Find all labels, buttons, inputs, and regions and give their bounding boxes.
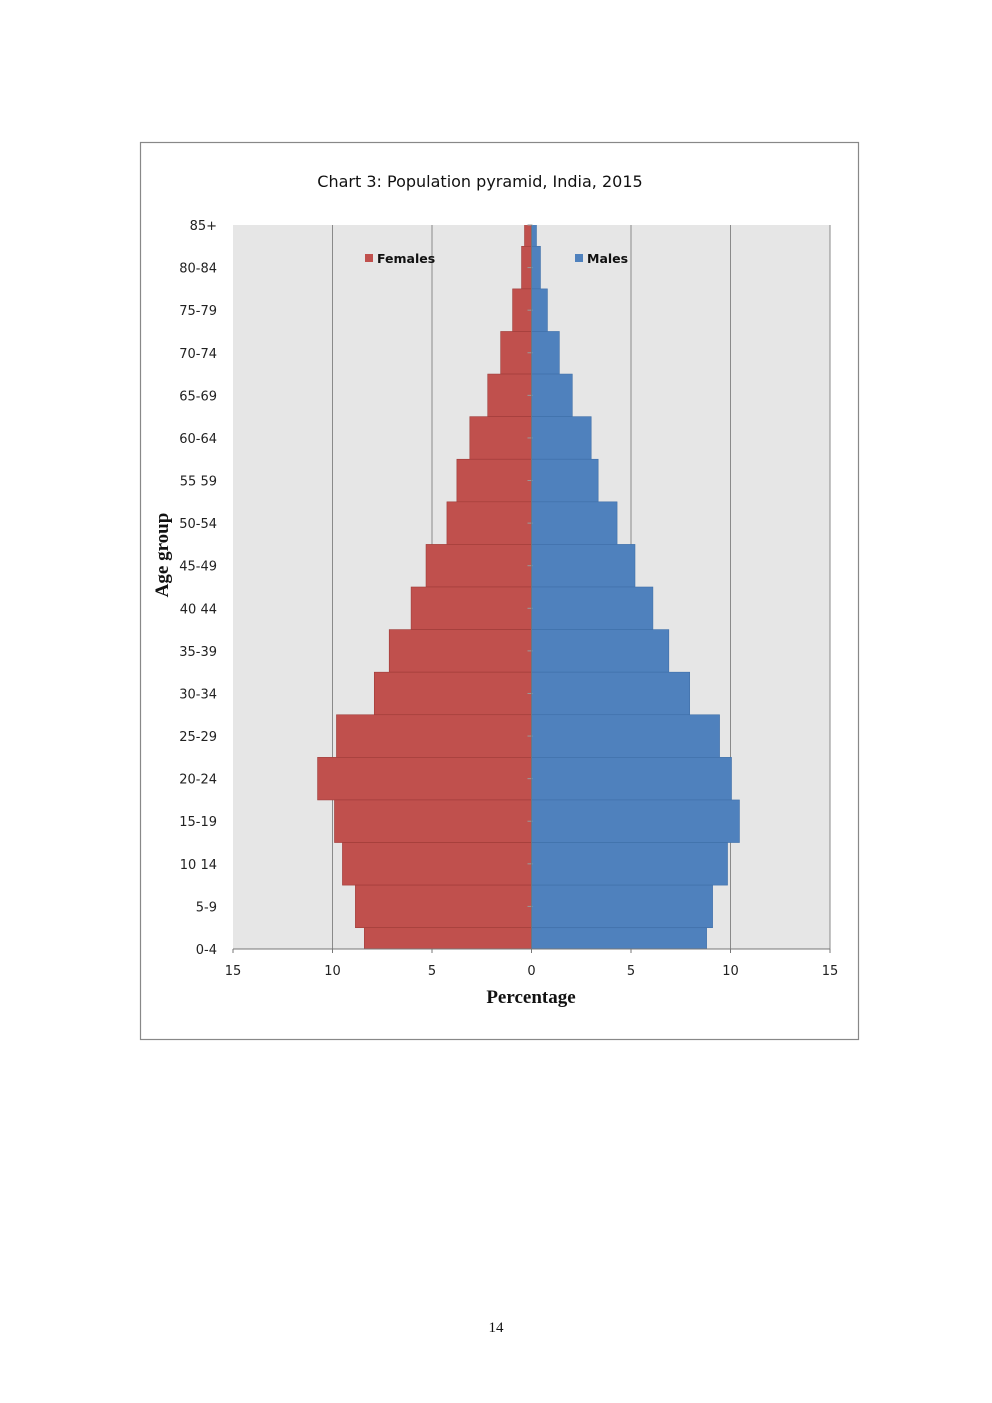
x-tick-label: 15 xyxy=(822,964,839,979)
plot-area: 85+ 80-84 75-79 70-74 65-69 60-64 55 59 50-54 45… xyxy=(179,219,839,979)
x-tick-label: 10 xyxy=(324,964,341,979)
male-bar-15-19 xyxy=(531,799,740,843)
x-tick-label: 5 xyxy=(428,964,436,979)
male-bar-10-14 xyxy=(531,842,728,886)
y-tick-label: 65-69 xyxy=(179,389,217,404)
x-tick-label: 0 xyxy=(527,964,535,979)
male-bar-55-59 xyxy=(531,458,599,503)
female-bar-10-14 xyxy=(342,842,532,886)
y-tick-label: 10 14 xyxy=(180,858,217,873)
legend: Females Males xyxy=(365,251,628,266)
legend-swatch-males xyxy=(575,254,583,262)
y-axis-title: Age group xyxy=(152,513,173,598)
female-bar-40-44 xyxy=(410,586,532,630)
x-tick-label: 10 xyxy=(722,964,739,979)
y-tick-label: 30-34 xyxy=(179,687,217,702)
female-bar-35-39 xyxy=(388,629,532,673)
y-tick-label: 55 59 xyxy=(180,475,217,490)
female-bar-30-34 xyxy=(373,671,532,716)
male-bar-5-9 xyxy=(531,884,713,929)
male-bar-35-39 xyxy=(531,629,670,673)
x-tick-label: 15 xyxy=(225,964,242,979)
legend-swatch-females xyxy=(365,254,373,262)
y-tick-label: 80-84 xyxy=(179,262,217,277)
female-bar-65-69 xyxy=(487,373,532,417)
male-bar-25-29 xyxy=(531,714,720,758)
y-tick-label: 75-79 xyxy=(179,304,217,319)
male-bar-30-34 xyxy=(531,671,691,716)
legend-label-females: Females xyxy=(377,251,435,266)
male-bar-40-44 xyxy=(531,586,654,630)
legend-label-males: Males xyxy=(587,251,628,266)
page-number: 14 xyxy=(489,1320,505,1336)
y-tick-label: 70-74 xyxy=(179,347,217,362)
y-tick-label: 60-64 xyxy=(179,432,217,447)
y-tick-label: 45-49 xyxy=(179,560,217,575)
female-bar-60-64 xyxy=(469,416,532,460)
y-tick-label: 50-54 xyxy=(179,517,217,532)
female-bar-20-24 xyxy=(317,757,532,801)
female-bar-25-29 xyxy=(336,714,532,758)
male-bar-45-49 xyxy=(531,544,636,588)
male-bar-80-84 xyxy=(531,245,541,290)
y-tick-label: 15-19 xyxy=(179,815,217,830)
y-tick-label: 5-9 xyxy=(196,900,217,915)
x-axis-title: Percentage xyxy=(486,987,575,1008)
female-bar-70-74 xyxy=(500,331,532,375)
y-tick-label: 40 44 xyxy=(180,602,217,617)
male-bar-65-69 xyxy=(531,373,573,417)
y-tick-label: 0-4 xyxy=(196,943,217,958)
bars xyxy=(317,225,740,949)
male-bar-75-79 xyxy=(531,288,548,332)
y-tick-label: 25-29 xyxy=(179,730,217,745)
chart-title: Chart 3: Population pyramid, India, 2015 xyxy=(317,172,642,191)
y-tick-label: 85+ xyxy=(190,219,217,234)
x-tick-label: 5 xyxy=(627,964,635,979)
male-bar-70-74 xyxy=(531,331,560,375)
y-tick-label: 20-24 xyxy=(179,773,217,788)
female-bar-5-9 xyxy=(355,884,532,929)
female-bar-50-54 xyxy=(446,501,532,545)
male-bar-60-64 xyxy=(531,416,592,460)
female-bar-55-59 xyxy=(456,458,532,503)
y-tick-label: 35-39 xyxy=(179,645,217,660)
male-bar-50-54 xyxy=(531,501,618,545)
male-bar-20-24 xyxy=(531,757,732,801)
female-bar-15-19 xyxy=(334,799,532,843)
female-bar-45-49 xyxy=(425,544,532,588)
